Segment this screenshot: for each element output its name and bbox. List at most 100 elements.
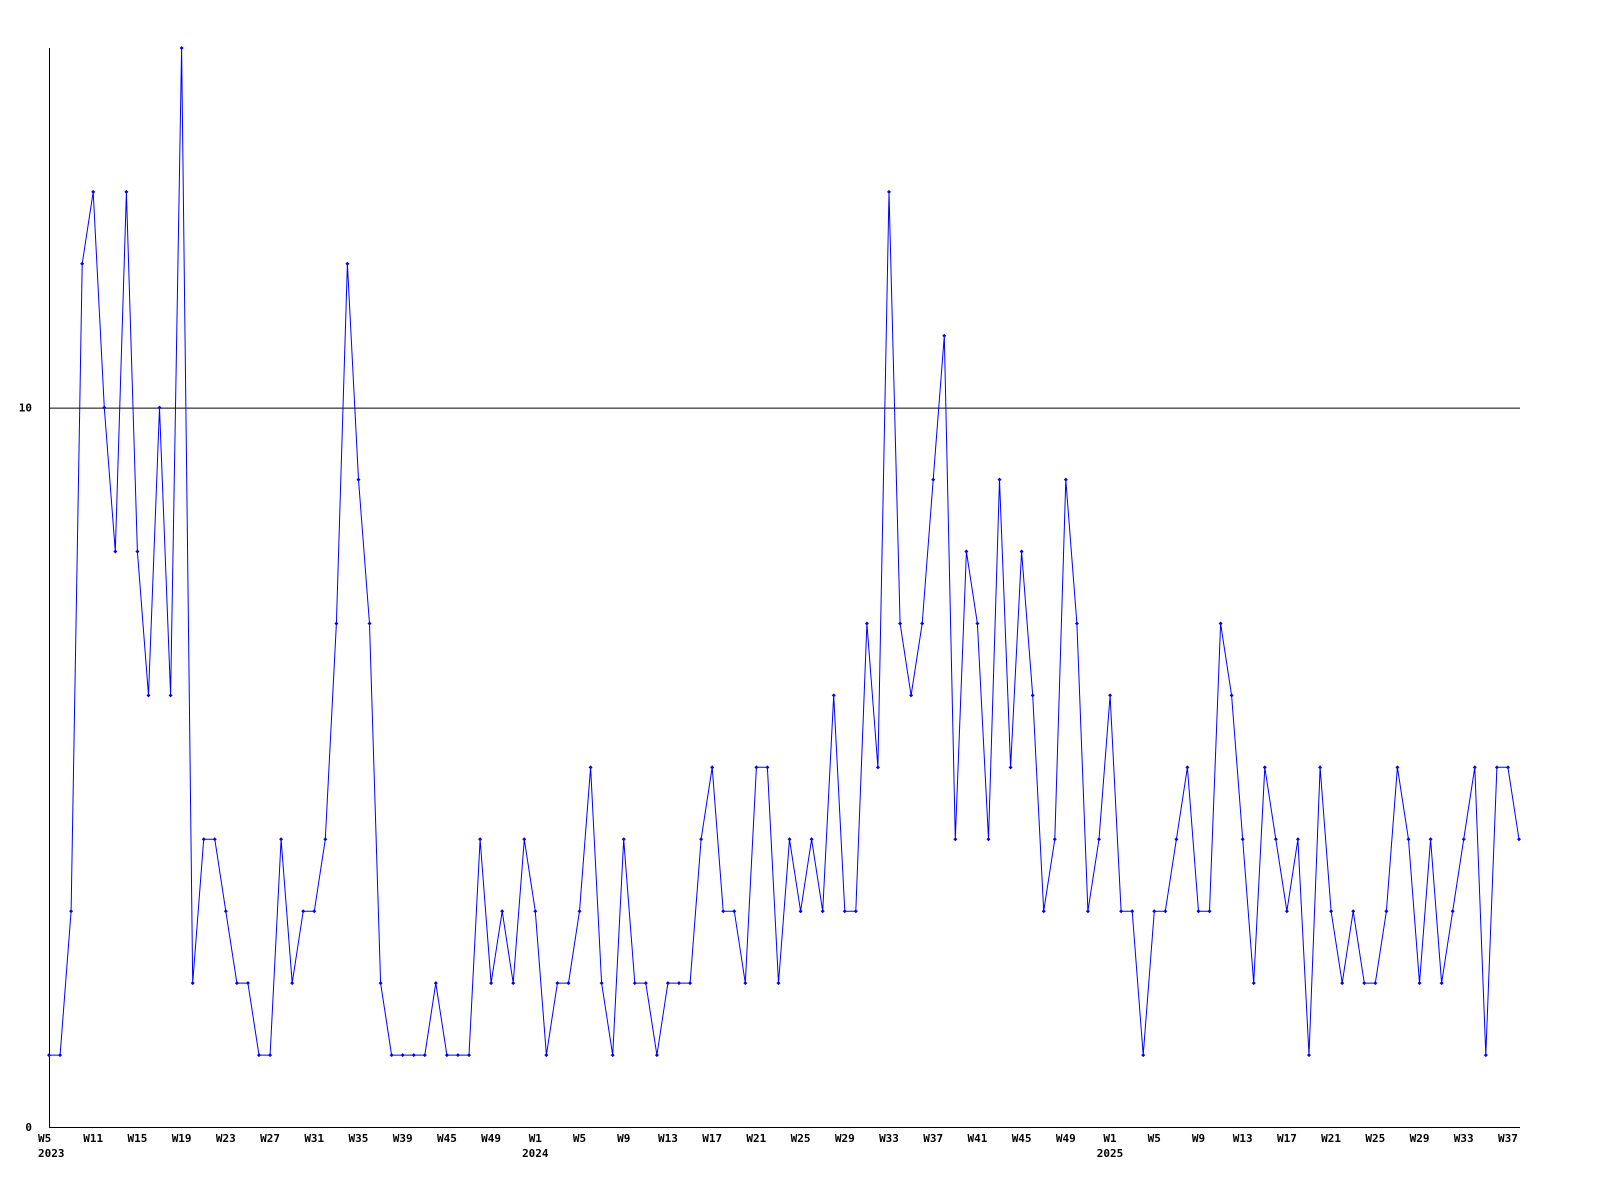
data-point (389, 1053, 394, 1058)
data-point (1517, 837, 1521, 842)
data-point (367, 621, 372, 626)
axes (49, 48, 1520, 1128)
data-point (864, 621, 869, 626)
x-tick-label: W37 (1498, 1132, 1518, 1145)
x-tick-label: W11 (83, 1132, 103, 1145)
data-point (1130, 909, 1135, 914)
data-point (91, 189, 96, 194)
data-point (1384, 909, 1389, 914)
data-point (146, 693, 151, 698)
data-point (688, 981, 693, 986)
data-point (1074, 621, 1079, 626)
data-point (1019, 549, 1024, 554)
x-tick-label: W9 (617, 1132, 630, 1145)
y-tick-label: 0 (25, 1121, 32, 1134)
data-point (1141, 1053, 1146, 1058)
x-tick-label: W21 (1321, 1132, 1341, 1145)
data-point (290, 981, 295, 986)
data-point (875, 765, 880, 770)
data-point (1417, 981, 1422, 986)
data-point (168, 693, 173, 698)
x-tick-label: W5 (38, 1132, 51, 1145)
data-point (555, 981, 560, 986)
x-tick-label: W1 (1103, 1132, 1117, 1145)
data-point (743, 981, 748, 986)
x-tick-label: W31 (304, 1132, 324, 1145)
data-point (279, 837, 284, 842)
data-point (831, 693, 836, 698)
x-tick-label: W17 (1277, 1132, 1297, 1145)
data-point (1329, 909, 1334, 914)
data-point (909, 693, 914, 698)
data-point (677, 981, 681, 986)
data-point (102, 405, 107, 410)
data-point (323, 837, 328, 842)
data-point (157, 405, 162, 410)
data-point (80, 261, 85, 266)
data-point (511, 981, 516, 986)
x-tick-label: W29 (835, 1132, 855, 1145)
data-point (522, 837, 527, 842)
data-point (1494, 765, 1499, 770)
data-point (1406, 837, 1411, 842)
data-point (433, 981, 438, 986)
data-point (455, 1053, 460, 1058)
data-point (599, 981, 604, 986)
data-point (356, 477, 361, 482)
data-point (787, 837, 792, 842)
data-point (1395, 765, 1400, 770)
year-label: 2024 (522, 1147, 549, 1160)
data-point (887, 189, 891, 194)
data-point (467, 1053, 471, 1058)
data-point (665, 981, 670, 986)
data-point (566, 981, 571, 986)
data-point (920, 621, 925, 626)
data-point (345, 261, 350, 266)
series-line (47, 46, 1521, 1058)
x-tick-label: W25 (791, 1132, 811, 1145)
data-point (1108, 693, 1113, 698)
data-point (809, 837, 814, 842)
data-point (1273, 837, 1278, 842)
data-point (931, 477, 936, 482)
x-tick-label: W25 (1365, 1132, 1385, 1145)
data-point (964, 549, 969, 554)
data-point (765, 765, 770, 770)
data-point (179, 46, 184, 50)
x-tick-label: W39 (393, 1132, 413, 1145)
data-point (732, 909, 737, 914)
data-point (312, 909, 317, 914)
data-point (1505, 765, 1510, 770)
data-point (234, 981, 239, 986)
data-point (500, 909, 505, 914)
data-point (1152, 909, 1157, 914)
x-tick-label: W41 (967, 1132, 987, 1145)
data-point (721, 909, 726, 914)
data-point (1340, 981, 1345, 986)
x-tick-labels: W5 W11 W15 W19 W23 W27 W31 W35 W39 W45 W49 W1 W5 W9 W1… (38, 1132, 1518, 1160)
data-point (1262, 765, 1267, 770)
data-point (577, 909, 582, 914)
data-point (1085, 909, 1090, 914)
x-tick-label: W1 (529, 1132, 543, 1145)
x-tick-label: W5 (1148, 1132, 1161, 1145)
data-point (422, 1053, 427, 1058)
data-point (699, 837, 704, 842)
data-point (544, 1053, 549, 1058)
data-point (1063, 477, 1068, 482)
data-point (444, 1053, 449, 1058)
data-point (378, 981, 383, 986)
data-point (610, 1053, 615, 1058)
data-point (754, 765, 759, 770)
x-tick-label: W49 (481, 1132, 501, 1145)
data-point (190, 981, 195, 986)
year-label: 2025 (1097, 1147, 1124, 1160)
data-point (1295, 837, 1300, 842)
data-point (997, 477, 1002, 482)
x-tick-label: W17 (702, 1132, 722, 1145)
data-point (1030, 693, 1035, 698)
x-tick-label: W33 (1454, 1132, 1474, 1145)
data-point (1428, 837, 1433, 842)
data-point (124, 189, 129, 194)
x-tick-label: W5 (573, 1132, 586, 1145)
